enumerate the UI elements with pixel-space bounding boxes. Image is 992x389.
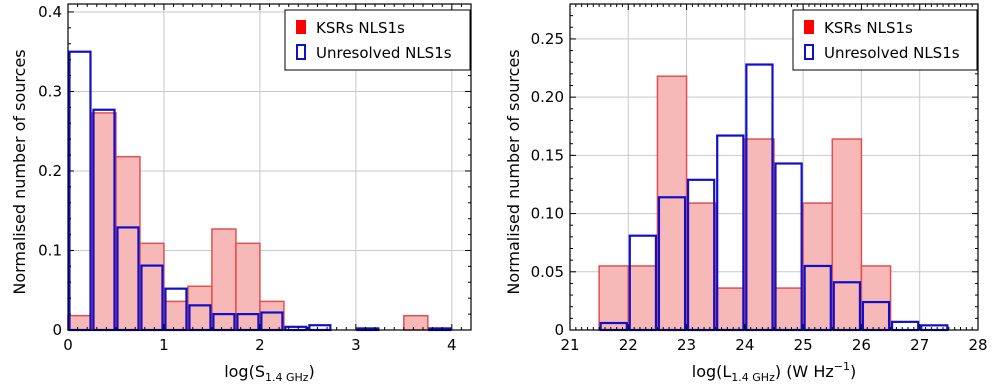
y-tick-label: 0.05 (531, 263, 564, 281)
bar-ksrs (773, 287, 804, 331)
x-axis-label-main: log(S (224, 362, 265, 381)
bar-ksrs (598, 265, 630, 331)
x-axis-label: log(S1.4 GHz) (224, 362, 315, 384)
panel-1: 0 1 2 3 4 0 0.1 0.2 0.3 0.4 Normalised number of s… (10, 3, 472, 384)
x-axis-label-tail: ) (309, 362, 315, 381)
panel-2: 21 22 23 24 25 26 27 28 0 0.05 0.10 0.15 0.20 0.25 Nor… (504, 3, 988, 384)
bar-ksrs (259, 300, 285, 331)
x-axis-label-tail: ) (W Hz (775, 362, 834, 381)
legend-swatch-ksrs (804, 20, 814, 34)
bar-ksrs (139, 242, 165, 331)
x-tick-label: 2 (255, 336, 265, 354)
bar-ksrs (163, 300, 189, 331)
bar-unresolved (68, 50, 92, 332)
y-tick-label: 0.10 (531, 205, 564, 223)
axis-ticks (569, 3, 979, 331)
legend-label: KSRs NLS1s (316, 19, 405, 37)
y-tick-label: 0.15 (531, 146, 564, 164)
axis-ticks (67, 4, 472, 331)
x-tick-label: 27 (910, 336, 929, 354)
y-tick-label: 0.3 (38, 82, 62, 100)
legend-box (792, 9, 978, 71)
legend-swatch-ksrs (296, 20, 306, 34)
legend-swatch-unresolved (296, 44, 306, 60)
legend: KSRs NLS1s Unresolved NLS1s (284, 9, 471, 71)
x-tick-label: 25 (794, 336, 813, 354)
y-tick-label: 0.25 (531, 30, 564, 48)
x-axis-label-sub: 1.4 GHz (731, 371, 775, 384)
x-tick-label: 1 (159, 336, 169, 354)
bar-ksrs (860, 265, 892, 331)
x-tick-label: 22 (619, 336, 638, 354)
bar-ksrs (187, 285, 213, 331)
y-tick-label: 0.20 (531, 88, 564, 106)
x-axis-label-sup: −1 (834, 360, 850, 373)
legend-label: Unresolved NLS1s (316, 44, 452, 62)
x-axis-label-end: ) (850, 362, 856, 381)
y-tick-label: 0 (554, 321, 564, 339)
bar-ksrs (656, 75, 688, 331)
y-tick-label: 0 (52, 321, 62, 339)
legend-label: KSRs NLS1s (824, 19, 913, 37)
x-axis-label-sub: 1.4 GHz (265, 371, 309, 384)
bar-ksrs (627, 265, 659, 331)
bar-ksrs (403, 314, 429, 331)
y-axis-label: Normalised number of sources (10, 49, 29, 294)
series-ksrs (67, 112, 429, 331)
x-tick-label: 23 (677, 336, 696, 354)
y-tick-label: 0.1 (38, 241, 62, 259)
legend-swatch-unresolved (804, 44, 814, 60)
y-axis-label: Normalised number of sources (504, 49, 523, 294)
x-axis-label: log(L1.4 GHz) (W Hz−1) (692, 360, 856, 384)
x-tick-label: 21 (560, 336, 579, 354)
legend-box (284, 9, 471, 71)
x-axis-label-main: log(L (692, 362, 732, 381)
bar-ksrs (67, 314, 93, 331)
x-tick-label: 24 (735, 336, 754, 354)
series-ksrs (598, 75, 892, 331)
bar-ksrs (115, 155, 141, 331)
x-tick-label: 4 (447, 336, 457, 354)
bar-ksrs (714, 287, 746, 331)
legend: KSRs NLS1s Unresolved NLS1s (792, 9, 978, 71)
bar-ksrs (685, 202, 717, 331)
x-tick-label: 28 (968, 336, 987, 354)
bar-ksrs (744, 138, 775, 331)
series-unresolved (599, 63, 949, 332)
x-tick-label: 0 (63, 336, 73, 354)
y-tick-label: 0.4 (38, 3, 62, 21)
bar-ksrs (831, 138, 863, 331)
y-tick-label: 0.2 (38, 162, 62, 180)
x-tick-label: 26 (852, 336, 871, 354)
legend-label: Unresolved NLS1s (824, 44, 960, 62)
bar-ksrs (235, 242, 261, 331)
bar-ksrs (91, 112, 117, 331)
series-unresolved (68, 50, 452, 332)
x-tick-label: 3 (351, 336, 361, 354)
